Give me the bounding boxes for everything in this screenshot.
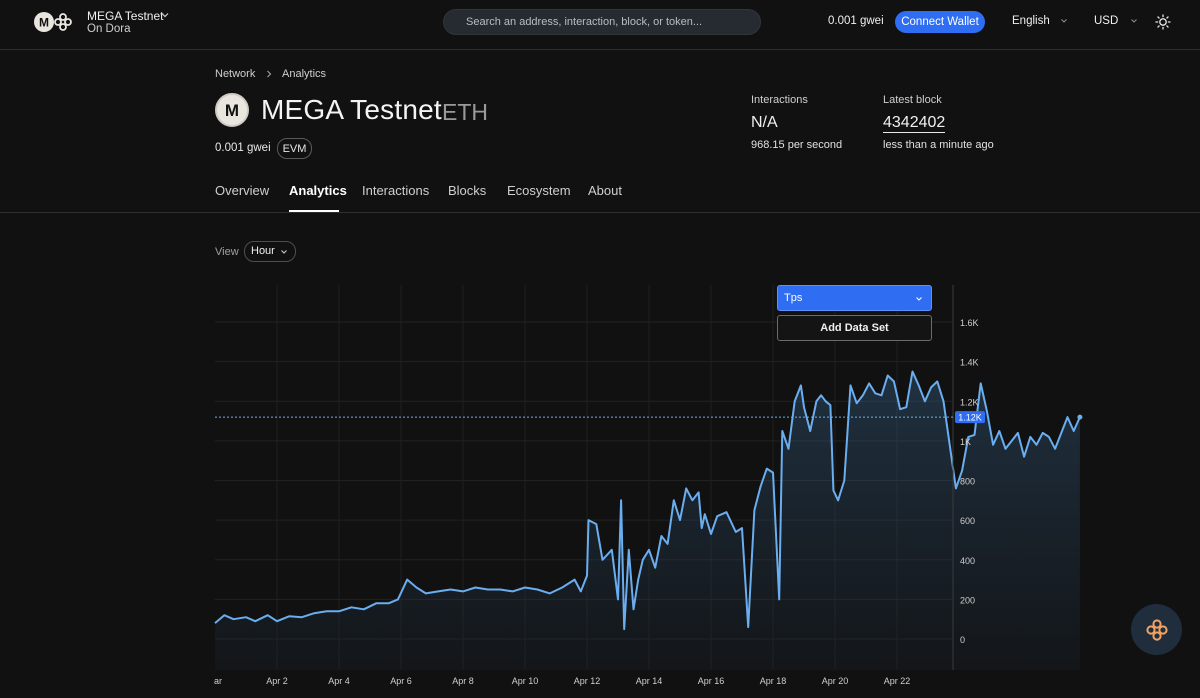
dataset-select[interactable]: Tps: [777, 285, 932, 311]
network-subtitle: On Dora: [87, 23, 131, 35]
breadcrumb-network[interactable]: Network: [215, 68, 256, 80]
tab-interactions[interactable]: Interactions: [362, 183, 430, 198]
current-value-badge: [955, 411, 985, 424]
y-tick-label: 1K: [960, 437, 971, 447]
current-value-dot: [1077, 414, 1083, 420]
chain-gas-price: 0.001 gwei: [215, 142, 271, 154]
tab-about[interactable]: About: [588, 183, 622, 198]
mega-logo-icon: M: [225, 101, 239, 120]
latest-block-link[interactable]: 4342402: [883, 114, 946, 133]
chain-logo-letter: M: [225, 101, 239, 120]
x-tick-label: Apr 10: [512, 676, 539, 686]
chain-symbol: ETH: [442, 99, 488, 125]
connect-wallet-button[interactable]: Connect Wallet: [895, 11, 985, 33]
evm-badge: EVM: [277, 138, 312, 159]
chain-logo: M: [215, 93, 249, 127]
y-tick-label: 400: [960, 556, 975, 566]
x-tick-label: Apr 16: [698, 676, 725, 686]
chevron-down-icon[interactable]: [1130, 17, 1138, 25]
x-tick-label: Apr 4: [328, 676, 350, 686]
current-value-label: 1.12K: [958, 413, 982, 423]
x-tick-label: Apr 14: [636, 676, 663, 686]
tab-bar: Overview Analytics Interactions Blocks E…: [0, 170, 1200, 213]
x-tick-label: Apr 20: [822, 676, 849, 686]
sun-icon[interactable]: [1155, 14, 1171, 30]
latest-block-time: less than a minute ago: [883, 139, 994, 151]
series-area: [215, 371, 1080, 670]
page-title: MEGA Testnet: [261, 94, 442, 125]
interactions-label: Interactions: [751, 94, 808, 106]
x-tick-label: Apr 8: [452, 676, 474, 686]
latest-block-label: Latest block: [883, 94, 942, 106]
search-input[interactable]: [444, 10, 760, 34]
x-tick-label: Apr 18: [760, 676, 787, 686]
y-tick-label: 0: [960, 635, 965, 645]
x-tick-label: Apr 22: [884, 676, 911, 686]
active-tab-indicator: [289, 210, 339, 212]
interactions-value: N/A: [751, 114, 778, 131]
chevron-right-icon: [267, 70, 272, 78]
chevron-down-icon: [281, 250, 287, 254]
language-select[interactable]: English: [1012, 15, 1050, 27]
y-tick-label: 1.6K: [960, 318, 979, 328]
top-bar: M MEGA Testnet On Dora 0.001 gwei Connec…: [0, 0, 1200, 50]
assistant-fab[interactable]: [1131, 604, 1182, 655]
y-tick-label: 600: [960, 516, 975, 526]
tab-analytics[interactable]: Analytics: [289, 183, 347, 198]
flower-icon: [1145, 618, 1168, 641]
tab-ecosystem[interactable]: Ecosystem: [507, 183, 571, 198]
x-tick-label: Apr 6: [390, 676, 412, 686]
network-name[interactable]: MEGA Testnet: [87, 9, 164, 23]
breadcrumb-analytics: Analytics: [282, 68, 327, 80]
view-select[interactable]: Hour: [244, 241, 296, 262]
dataset-select-value: Tps: [784, 292, 803, 304]
x-tick-label: Apr 2: [266, 676, 288, 686]
tps-chart-svg[interactable]: 0 200 400 600 800 1K 1.2K 1.4K 1.6K ar Apr 2 Apr 4 A…: [0, 280, 1200, 698]
view-label: View: [215, 246, 239, 258]
series-line: [214, 370, 1081, 631]
x-tick-label: ar: [214, 676, 222, 686]
search-bar[interactable]: [443, 9, 761, 35]
y-tick-label: 200: [960, 595, 975, 605]
svg-text:M: M: [39, 16, 49, 30]
blockscout-logo-icon[interactable]: M: [33, 11, 75, 33]
chart-axes: 0 200 400 600 800 1K 1.2K 1.4K 1.6K ar Apr 2 Apr 4 A…: [214, 285, 1083, 686]
gas-price: 0.001 gwei: [828, 15, 884, 27]
view-select-value: Hour: [251, 245, 275, 257]
tab-blocks[interactable]: Blocks: [448, 183, 487, 198]
tab-overview[interactable]: Overview: [215, 183, 270, 198]
currency-select[interactable]: USD: [1094, 15, 1119, 27]
tps-chart[interactable]: 0 200 400 600 800 1K 1.2K 1.4K 1.6K ar Apr 2 Apr 4 A…: [0, 280, 1200, 698]
y-tick-label: 800: [960, 477, 975, 487]
interactions-per-second: 968.15 per second: [751, 139, 843, 151]
chevron-down-icon[interactable]: [1060, 17, 1068, 25]
chevron-down-icon[interactable]: [160, 10, 170, 20]
add-dataset-button[interactable]: Add Data Set: [777, 315, 932, 341]
y-tick-label: 1.4K: [960, 358, 979, 368]
x-tick-label: Apr 12: [574, 676, 601, 686]
chevron-down-icon: [916, 297, 922, 301]
y-tick-label: 1.2K: [960, 397, 979, 407]
